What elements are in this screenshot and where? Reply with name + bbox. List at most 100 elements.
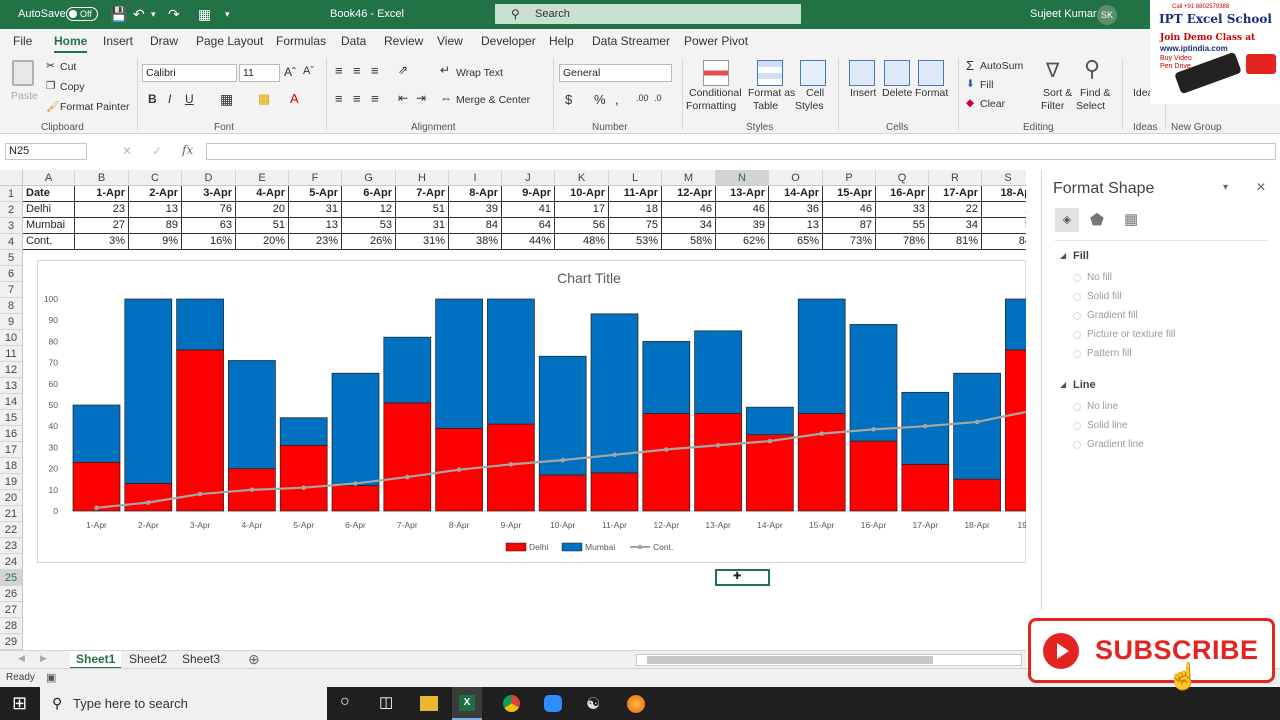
firefox-icon[interactable]: [627, 695, 645, 713]
task-view-icon[interactable]: ◫: [379, 694, 394, 711]
table-cell[interactable]: 18-Ap: [982, 186, 1026, 202]
table-cell[interactable]: 34: [662, 218, 716, 234]
tab-review[interactable]: Review: [384, 34, 424, 48]
row-header[interactable]: 10: [0, 330, 23, 346]
align-right-icon[interactable]: ≡: [371, 91, 379, 106]
fill-button[interactable]: Fill: [980, 79, 994, 91]
table-cell[interactable]: 87: [823, 218, 876, 234]
table-cell[interactable]: 20%: [236, 234, 289, 250]
table-cell[interactable]: 23%: [289, 234, 342, 250]
row-header[interactable]: 28: [0, 618, 23, 634]
table-cell[interactable]: 81%: [929, 234, 982, 250]
table-cell[interactable]: 10-Apr: [555, 186, 609, 202]
align-middle-icon[interactable]: ≡: [353, 63, 361, 78]
bar-mumbai[interactable]: [279, 417, 328, 446]
formula-input[interactable]: [206, 143, 1276, 160]
autosum-button[interactable]: AutoSum: [980, 60, 1024, 72]
table-cell[interactable]: 41: [502, 202, 555, 218]
table-cell[interactable]: 78%: [876, 234, 929, 250]
fill-line-tab-icon[interactable]: ◈: [1055, 208, 1079, 232]
row-header[interactable]: 11: [0, 346, 23, 362]
table-cell[interactable]: 46: [823, 202, 876, 218]
table-cell[interactable]: 84: [982, 234, 1026, 250]
table-cell[interactable]: 39: [449, 202, 502, 218]
table-cell[interactable]: 9-Apr: [502, 186, 555, 202]
fill-section-header[interactable]: Fill: [1073, 250, 1089, 262]
column-header[interactable]: R: [929, 170, 982, 186]
next-sheet-icon[interactable]: ▶: [40, 653, 47, 663]
windows-start-icon[interactable]: ⊞: [12, 693, 28, 713]
table-cell[interactable]: Cont.: [23, 234, 75, 250]
bold-icon[interactable]: B: [148, 92, 157, 106]
bar-mumbai[interactable]: [487, 298, 535, 425]
tab-data[interactable]: Data: [341, 34, 367, 48]
sheet-tab-sheet2[interactable]: Sheet2: [129, 652, 168, 666]
table-cell[interactable]: 51: [236, 218, 289, 234]
table-cell[interactable]: 65%: [769, 234, 823, 250]
subscribe-button[interactable]: SUBSCRIBE ☝: [1028, 618, 1275, 691]
table-cell[interactable]: Mumbai: [23, 218, 75, 234]
insert-cells-button[interactable]: Insert: [850, 87, 877, 99]
tab-developer[interactable]: Developer: [481, 34, 536, 48]
column-header[interactable]: Q: [876, 170, 929, 186]
column-header[interactable]: C: [129, 170, 182, 186]
column-header[interactable]: L: [609, 170, 662, 186]
name-box[interactable]: N25: [5, 143, 87, 160]
table-cell[interactable]: 6-Apr: [342, 186, 396, 202]
redo-icon[interactable]: ↷: [168, 6, 180, 22]
table-cell[interactable]: 58%: [662, 234, 716, 250]
table-cell[interactable]: 34: [929, 218, 982, 234]
bar-delhi[interactable]: [124, 483, 173, 512]
table-cell[interactable]: 22: [929, 202, 982, 218]
column-header[interactable]: S: [982, 170, 1026, 186]
table-cell[interactable]: 75: [609, 218, 662, 234]
bar-delhi[interactable]: [279, 444, 328, 512]
insert-function-icon[interactable]: fx: [182, 143, 194, 157]
row-header[interactable]: 19: [0, 474, 23, 490]
row-header[interactable]: 1: [0, 186, 23, 202]
italic-icon[interactable]: I: [168, 92, 172, 106]
increase-decimal-icon[interactable]: .00: [636, 93, 649, 103]
table-cell[interactable]: 76: [182, 202, 236, 218]
borders-qat-icon[interactable]: ▦: [198, 6, 212, 22]
row-header[interactable]: 26: [0, 586, 23, 602]
row-header[interactable]: 14: [0, 394, 23, 410]
cell-styles-button[interactable]: Cell: [806, 87, 825, 99]
bar-delhi[interactable]: [694, 413, 742, 512]
row-header[interactable]: 20: [0, 490, 23, 506]
table-cell[interactable]: 2-Apr: [129, 186, 182, 202]
table-cell[interactable]: 4-Apr: [236, 186, 289, 202]
bar-delhi[interactable]: [383, 402, 432, 512]
increase-indent-icon[interactable]: ⇥: [416, 91, 427, 105]
bar-delhi[interactable]: [176, 349, 224, 512]
row-header[interactable]: 9: [0, 314, 23, 330]
bar-delhi[interactable]: [590, 472, 639, 512]
row-header[interactable]: 12: [0, 362, 23, 378]
bar-mumbai[interactable]: [590, 313, 639, 474]
row-header[interactable]: 13: [0, 378, 23, 394]
table-cell[interactable]: 31: [289, 202, 342, 218]
table-cell[interactable]: 33: [876, 202, 929, 218]
chart-area[interactable]: Chart Title 0 10 20 30 40 50 60 70 80 90 100 1-Apr…: [37, 260, 1026, 563]
clear-button[interactable]: Clear: [980, 98, 1006, 110]
table-cell[interactable]: 12-Apr: [662, 186, 716, 202]
table-cell[interactable]: 13: [289, 218, 342, 234]
ideas-button[interactable]: Idea: [1133, 87, 1154, 99]
tab-view[interactable]: View: [437, 34, 463, 48]
pane-options-icon[interactable]: ▾: [1223, 182, 1229, 193]
tab-home[interactable]: Home: [54, 29, 88, 54]
bar-delhi[interactable]: [642, 413, 691, 512]
table-cell[interactable]: 17: [555, 202, 609, 218]
decrease-indent-icon[interactable]: ⇤: [398, 91, 409, 105]
bar-mumbai[interactable]: [746, 406, 794, 436]
format-as-table-button[interactable]: Format as: [748, 87, 796, 99]
bar-mumbai[interactable]: [694, 330, 742, 414]
bar-mumbai[interactable]: [124, 298, 173, 484]
table-cell[interactable]: 9%: [129, 234, 182, 250]
font-size-select[interactable]: 11: [239, 64, 280, 82]
tab-draw[interactable]: Draw: [150, 34, 179, 48]
row-header[interactable]: 5: [0, 250, 23, 266]
column-header[interactable]: E: [236, 170, 289, 186]
size-properties-tab-icon[interactable]: ▦: [1124, 211, 1139, 228]
